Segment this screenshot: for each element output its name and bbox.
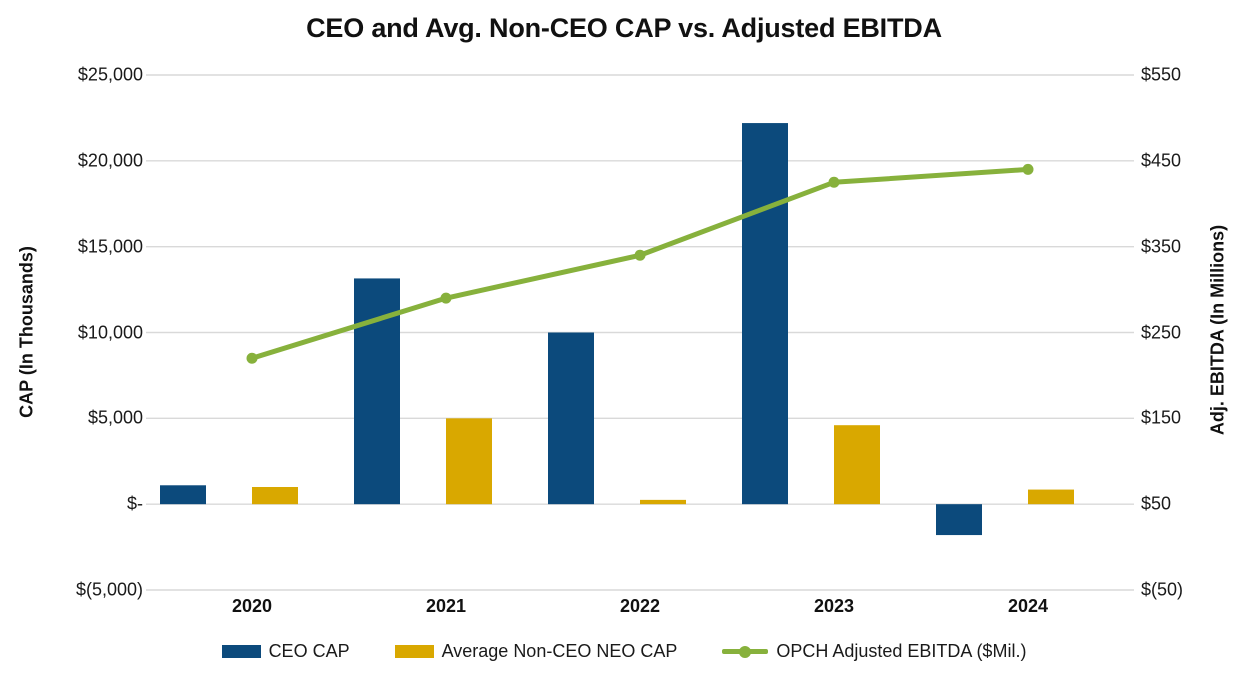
bar-average-non-ceo-neo-cap xyxy=(446,418,492,505)
ebitda-point xyxy=(634,249,646,261)
chart-title: CEO and Avg. Non-CEO CAP vs. Adjusted EB… xyxy=(306,13,942,43)
x-axis-tick-label: 2023 xyxy=(813,596,855,616)
ebitda-dot-icon xyxy=(739,645,752,658)
bar-average-non-ceo-neo-cap xyxy=(1028,489,1074,505)
y-axis-left-tick-label: $(5,000) xyxy=(75,579,143,600)
legend-label-avg-non-ceo-cap: Average Non-CEO NEO CAP xyxy=(441,641,678,661)
bar-ceo-cap xyxy=(936,504,982,536)
y-axis-left-tick-label: $5,000 xyxy=(87,407,143,428)
bar-average-non-ceo-neo-cap xyxy=(640,499,686,505)
ebitda-point xyxy=(828,176,840,188)
bar-average-non-ceo-neo-cap xyxy=(252,487,298,505)
bar-average-non-ceo-neo-cap xyxy=(834,425,880,505)
ebitda-point xyxy=(1022,163,1034,175)
y-axis-right-tick-label: $250 xyxy=(1141,322,1182,342)
x-axis-tick-label: 2020 xyxy=(231,596,273,616)
y-axis-right-tick-label: $50 xyxy=(1141,493,1172,514)
legend-item-avg-non-ceo-cap: Average Non-CEO NEO CAP xyxy=(394,641,678,662)
y-axis-left-tick-label: $- xyxy=(126,493,143,514)
y-axis-left-tick-label: $20,000 xyxy=(77,150,143,171)
y-axis-right-tick-label: $450 xyxy=(1141,150,1182,171)
x-axis-tick-label: 2024 xyxy=(1007,596,1049,616)
y-axis-right-tick-label: $350 xyxy=(1141,236,1182,257)
legend-item-ebitda: OPCH Adjusted EBITDA ($Mil.) xyxy=(722,641,1026,662)
bar-ceo-cap xyxy=(160,485,206,505)
x-axis-tick-label: 2021 xyxy=(425,596,467,616)
x-axis-tick-label: 2022 xyxy=(619,596,661,616)
y-axis-right-tick-label: $150 xyxy=(1141,407,1182,428)
ebitda-point xyxy=(246,352,258,364)
legend-label-ebitda: OPCH Adjusted EBITDA ($Mil.) xyxy=(776,641,1027,661)
legend: CEO CAP Average Non-CEO NEO CAP OPCH Adj… xyxy=(0,641,1248,662)
bar-ceo-cap xyxy=(548,332,594,505)
y-axis-right-tick-label: $(50) xyxy=(1141,579,1184,600)
ceo-cap-swatch-icon xyxy=(221,645,261,658)
y-axis-right-tick-label: $550 xyxy=(1141,64,1182,85)
y-axis-left-tick-label: $15,000 xyxy=(77,236,143,257)
y-axis-left-tick-label: $25,000 xyxy=(77,64,143,85)
legend-label-ceo-cap: CEO CAP xyxy=(268,641,350,661)
y-axis-left-tick-label: $10,000 xyxy=(77,322,143,342)
avg-non-ceo-cap-swatch-icon xyxy=(394,645,434,658)
ebitda-line-marker-icon xyxy=(722,645,769,658)
ebitda-point xyxy=(440,292,452,304)
legend-item-ceo-cap: CEO CAP xyxy=(221,641,350,662)
bar-ceo-cap xyxy=(742,123,788,505)
